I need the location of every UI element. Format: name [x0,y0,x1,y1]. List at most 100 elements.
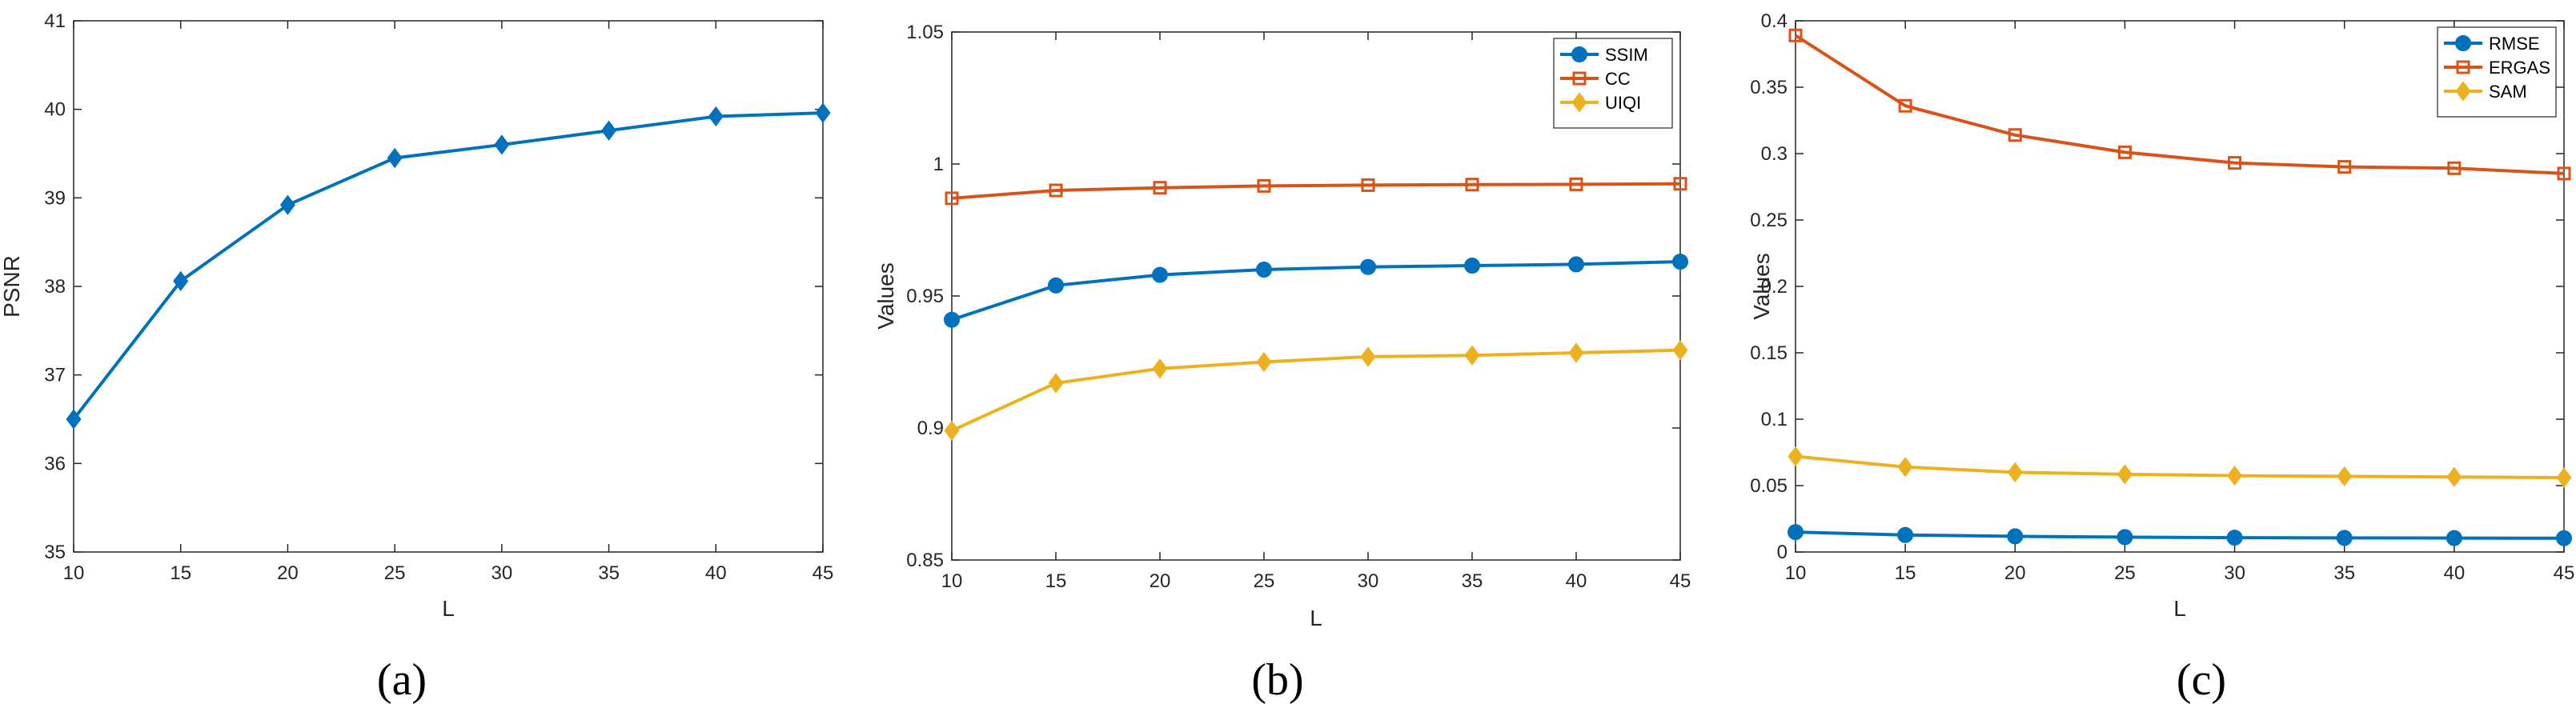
data-point-ergas [2228,156,2242,170]
x-tick-label: 25 [2114,562,2136,584]
series-line-uiqi [951,348,1681,433]
x-tick-label: 10 [941,570,963,592]
data-point-ssim [1360,258,1376,275]
x-tick-label: 15 [170,562,191,584]
x-tick-label: 25 [1254,570,1275,592]
y-tick-label: 0.15 [1750,342,1788,364]
x-tick-label: 30 [2224,562,2245,584]
plot-frame [73,20,824,553]
x-tick-label: 20 [2004,562,2026,584]
y-tick-label: 0.4 [1761,10,1788,32]
legend-marker-cc [1572,71,1587,86]
data-point-ssim [1568,256,1584,273]
series-line-ssim [951,260,1681,322]
legend-label-rmse: RMSE [2489,34,2540,54]
data-point-rmse [2556,530,2572,546]
legend-marker-uiqi [1571,92,1587,113]
panel-caption: (a) [377,655,427,705]
data-point-sam [2007,462,2023,483]
series-line-sam [1795,454,2565,480]
data-point-psnr [708,106,724,127]
x-tick-label: 20 [277,562,299,584]
x-tick-label: 45 [813,562,834,584]
data-point-ergas [2447,161,2462,175]
data-point-ssim [1152,266,1168,283]
data-point-cc [1049,183,1063,198]
x-tick-label: 30 [1358,570,1379,592]
y-tick-label: 0 [1777,542,1788,563]
data-point-sam [2117,464,2133,485]
series-line-ergas [1794,34,2565,175]
data-point-rmse [2117,529,2133,546]
x-tick-label: 10 [63,562,85,584]
x-tick-label: 45 [2554,562,2575,584]
data-point-psnr [601,120,617,141]
y-tick-label: 0.3 [1761,143,1788,165]
y-tick-label: 1.05 [906,22,944,43]
legend-label-uiqi: UIQI [1605,93,1641,113]
x-tick-label: 10 [1785,562,1807,584]
y-tick-label: 37 [44,365,66,386]
data-point-sam [2446,466,2462,487]
x-tick-label: 45 [1670,570,1691,592]
data-point-psnr [173,270,189,292]
data-point-psnr [815,102,831,123]
series-line-psnr [72,111,824,421]
data-point-uiqi [1048,373,1064,394]
data-point-sam [1788,446,1804,467]
data-point-ssim [1672,254,1688,270]
data-point-ssim [944,311,960,328]
y-tick-label: 0.05 [1750,475,1788,497]
data-point-psnr [494,134,510,155]
data-point-uiqi [1568,342,1584,363]
data-point-uiqi [1152,358,1168,379]
data-point-ergas [2337,160,2352,174]
data-point-rmse [2336,530,2353,546]
data-point-psnr [387,147,403,169]
data-point-cc [1257,178,1271,193]
y-tick-label: 35 [44,542,66,563]
y-tick-label: 0.35 [1750,77,1788,98]
y-tick-label: 39 [44,187,66,209]
y-tick-label: 0.9 [917,418,944,439]
y-tick-label: 1 [933,154,944,175]
data-point-cc [1465,178,1479,192]
data-point-cc [1361,178,1375,192]
x-tick-label: 30 [492,562,513,584]
data-point-sam [1897,457,1913,478]
y-tick-label: 38 [44,276,66,298]
panel-caption: (c) [2177,655,2226,705]
data-point-sam [2337,466,2353,487]
legend-marker-ergas [2456,60,2470,74]
data-point-uiqi [1672,339,1688,361]
x-tick-label: 35 [598,562,620,584]
data-point-rmse [2226,530,2243,546]
x-tick-label: 15 [1895,562,1916,584]
data-point-rmse [2446,530,2462,546]
data-point-ergas [2117,145,2132,159]
data-point-uiqi [1360,346,1376,367]
legend-label-ergas: ERGAS [2489,58,2550,78]
series-line-cc [951,182,1681,200]
data-point-rmse [1897,526,1914,543]
data-point-psnr [279,194,295,215]
data-point-uiqi [1464,345,1480,366]
y-axis-label: Values [873,262,898,330]
x-tick-label: 25 [384,562,406,584]
legend-marker-rmse [2455,35,2471,51]
chart-panel-a: 10 15 20 25 30 35 40 45 35 36 37 38 39 40 41 L PSNR (a) [0,10,833,705]
legend-marker-sam [2455,81,2471,102]
data-point-ergas [1898,98,1912,113]
x-axis-label: L [2173,596,2186,621]
legend-label-cc: CC [1605,69,1631,89]
y-tick-label: 36 [44,453,66,474]
y-tick-label: 0.95 [906,286,944,307]
legend-label-sam: SAM [2489,82,2527,102]
y-axis-label: PSNR [0,255,24,318]
data-point-ssim [1464,258,1480,274]
y-tick-label: 41 [44,10,66,32]
data-point-sam [2227,465,2243,486]
x-axis-label: L [442,596,455,621]
chart-panel-c: 10 15 20 25 30 35 40 45 0 0.05 0.1 0.15 0.2 0.25 0.3 0.… [1749,10,2574,705]
